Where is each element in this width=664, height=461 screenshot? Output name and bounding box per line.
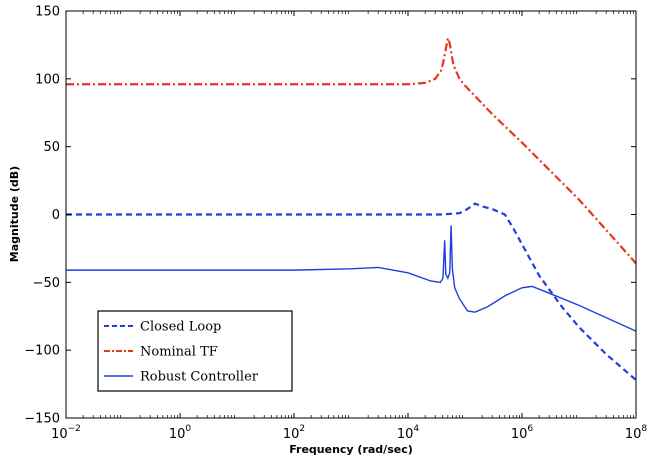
legend-label-3: Robust Controller <box>140 370 259 385</box>
x-tick-label: 108 <box>625 424 648 442</box>
tick-layer: 10−2 100 102 104 106 108 150 100 50 0 −50 −100 −150 <box>24 5 647 443</box>
y-tick-label: −150 <box>24 412 60 427</box>
x-tick-label: 10−2 <box>51 424 81 442</box>
y-tick-label: 150 <box>35 5 60 20</box>
y-tick-label: 0 <box>52 208 60 223</box>
series-layer <box>66 33 637 381</box>
x-tick-exponent: 6 <box>527 424 533 434</box>
x-axis-label: Frequency (rad/sec) <box>289 443 413 456</box>
x-tick-exponent: 0 <box>185 424 191 434</box>
y-tick-label: 50 <box>43 140 60 155</box>
legend: Closed Loop Nominal TF Robust Controller <box>97 310 293 392</box>
x-tick-label: 100 <box>169 424 192 442</box>
y-tick-label: −50 <box>33 276 60 291</box>
x-tick-exponent: 4 <box>413 424 419 434</box>
legend-label-1: Closed Loop <box>140 320 221 335</box>
series-line-2 <box>66 33 637 265</box>
y-axis-label: Magnitude (dB) <box>8 166 21 262</box>
legend-label-2: Nominal TF <box>140 345 218 360</box>
x-tick-exponent: −2 <box>68 424 81 434</box>
y-tick-label: 100 <box>35 72 60 87</box>
x-tick-label: 106 <box>511 424 534 442</box>
x-tick-label: 102 <box>283 424 305 442</box>
series-line-1 <box>66 202 637 381</box>
x-tick-exponent: 8 <box>641 424 647 434</box>
series-line-3 <box>66 225 637 332</box>
x-tick-label: 104 <box>397 424 420 442</box>
y-tick-label: −100 <box>24 344 60 359</box>
x-tick-exponent: 2 <box>299 424 305 434</box>
